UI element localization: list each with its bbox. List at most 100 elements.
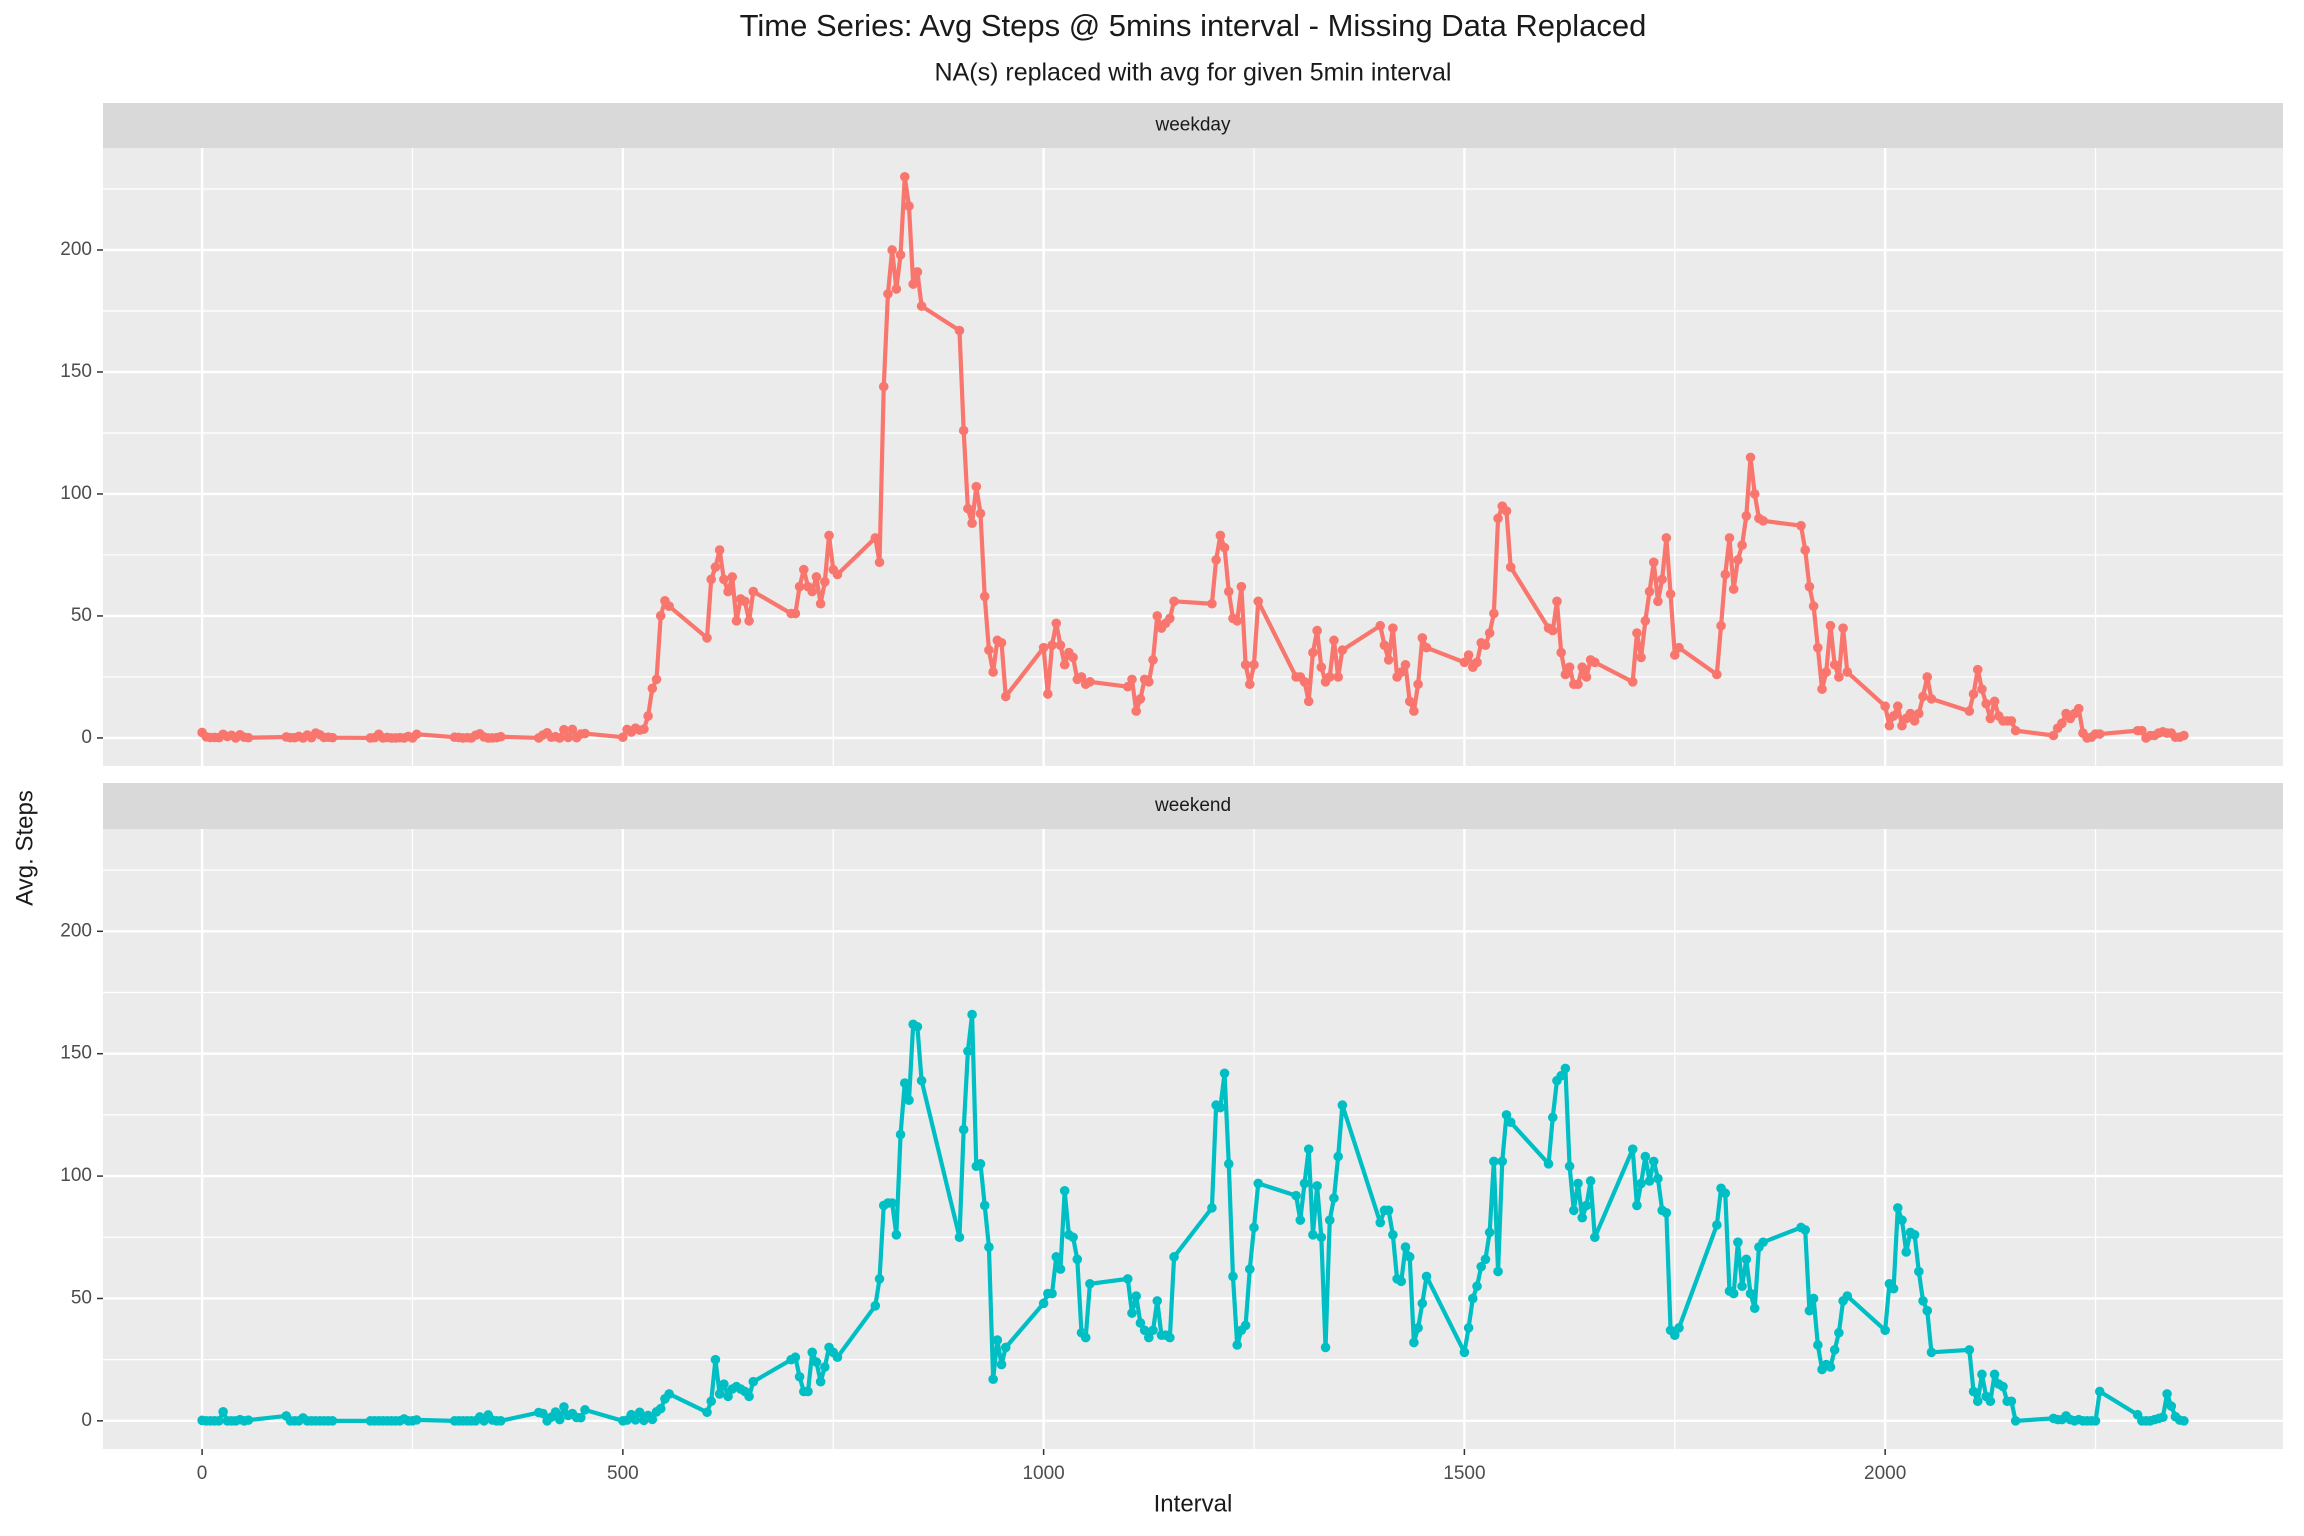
y-tick-label: 50 bbox=[71, 1287, 92, 1308]
data-point bbox=[891, 1230, 902, 1240]
data-point bbox=[710, 1354, 721, 1365]
data-point bbox=[1977, 1369, 1987, 1380]
data-point bbox=[554, 733, 565, 743]
data-point bbox=[1834, 672, 1844, 682]
data-point bbox=[878, 381, 889, 392]
data-point bbox=[563, 732, 573, 743]
data-point bbox=[719, 574, 729, 585]
data-point bbox=[1240, 659, 1251, 670]
data-point bbox=[1627, 1144, 1638, 1154]
data-point bbox=[963, 503, 973, 514]
data-point bbox=[1737, 1281, 1747, 1292]
data-point bbox=[538, 1408, 548, 1419]
data-point bbox=[1127, 1308, 1137, 1318]
data-point bbox=[748, 586, 759, 597]
data-point bbox=[1560, 669, 1571, 680]
data-point bbox=[1152, 611, 1163, 621]
data-point bbox=[1665, 589, 1676, 599]
x-tick-label: 0 bbox=[197, 1463, 208, 1484]
data-point bbox=[1463, 650, 1474, 660]
data-point bbox=[790, 1352, 801, 1363]
data-point bbox=[1577, 662, 1588, 672]
data-point bbox=[243, 1415, 254, 1425]
data-point bbox=[1396, 1276, 1407, 1287]
x-tick-label: 2000 bbox=[1864, 1463, 1906, 1484]
data-point bbox=[710, 562, 721, 572]
data-point bbox=[820, 576, 830, 587]
data-point bbox=[908, 279, 918, 289]
data-point bbox=[870, 533, 881, 543]
data-point bbox=[1417, 1298, 1428, 1309]
data-point bbox=[1648, 557, 1659, 568]
data-point bbox=[2162, 1389, 2172, 1399]
data-point bbox=[1918, 691, 1928, 702]
data-point bbox=[1741, 1254, 1752, 1265]
data-point bbox=[1968, 689, 1979, 699]
data-point bbox=[1922, 672, 1933, 682]
data-point bbox=[1308, 1230, 1318, 1240]
data-point bbox=[1076, 672, 1087, 682]
data-point bbox=[731, 616, 742, 626]
data-point bbox=[1590, 1232, 1600, 1243]
data-point bbox=[1989, 1369, 2000, 1380]
data-point bbox=[1236, 581, 1247, 592]
chart-title: Time Series: Avg Steps @ 5mins interval … bbox=[740, 8, 1647, 43]
data-point bbox=[643, 711, 653, 721]
data-point bbox=[1674, 1323, 1684, 1333]
data-point bbox=[1400, 1242, 1411, 1252]
data-point bbox=[1985, 1396, 1996, 1407]
y-tick-label: 150 bbox=[60, 1043, 92, 1064]
data-point bbox=[714, 545, 725, 555]
data-point bbox=[1232, 616, 1242, 626]
data-point bbox=[214, 1416, 224, 1426]
data-point bbox=[1413, 679, 1423, 690]
data-point bbox=[1085, 1278, 1095, 1289]
data-point bbox=[1396, 667, 1407, 677]
data-point bbox=[1303, 696, 1314, 707]
data-point bbox=[740, 596, 750, 607]
data-point bbox=[1888, 1283, 1899, 1294]
data-point bbox=[1564, 662, 1575, 672]
data-point bbox=[651, 674, 662, 685]
data-point bbox=[1493, 513, 1503, 524]
data-point bbox=[1404, 1252, 1415, 1262]
data-point bbox=[1661, 533, 1672, 543]
data-point bbox=[996, 637, 1007, 648]
data-point bbox=[794, 581, 805, 592]
data-point bbox=[1897, 1215, 1907, 1225]
data-point bbox=[811, 1357, 822, 1367]
data-point bbox=[1404, 696, 1415, 707]
data-point bbox=[874, 557, 885, 568]
data-point bbox=[1627, 677, 1638, 687]
x-tick-label: 1000 bbox=[1022, 1463, 1064, 1484]
data-point bbox=[1489, 608, 1499, 619]
data-point bbox=[1758, 1237, 1768, 1247]
data-point bbox=[1253, 596, 1264, 607]
data-point bbox=[702, 633, 712, 643]
data-point bbox=[1068, 652, 1078, 663]
data-point bbox=[1813, 642, 1823, 653]
data-point bbox=[1215, 530, 1226, 541]
data-point bbox=[1922, 1305, 1933, 1316]
data-point bbox=[1211, 555, 1221, 565]
strip bbox=[103, 783, 2283, 829]
data-point bbox=[719, 1379, 729, 1389]
data-point bbox=[1880, 701, 1890, 712]
data-point bbox=[1914, 1266, 1924, 1277]
data-point bbox=[723, 586, 733, 597]
data-point bbox=[1249, 1222, 1259, 1233]
data-point bbox=[1047, 640, 1057, 651]
data-point bbox=[820, 1362, 830, 1372]
data-point bbox=[1308, 647, 1318, 658]
data-point bbox=[567, 724, 578, 735]
data-point bbox=[979, 1200, 990, 1211]
data-point bbox=[1640, 1151, 1651, 1162]
data-point bbox=[2179, 730, 2189, 741]
data-point bbox=[1080, 1332, 1091, 1343]
data-point bbox=[832, 569, 843, 580]
data-point bbox=[807, 1347, 818, 1358]
data-point bbox=[824, 530, 834, 541]
data-point bbox=[1573, 1178, 1583, 1189]
